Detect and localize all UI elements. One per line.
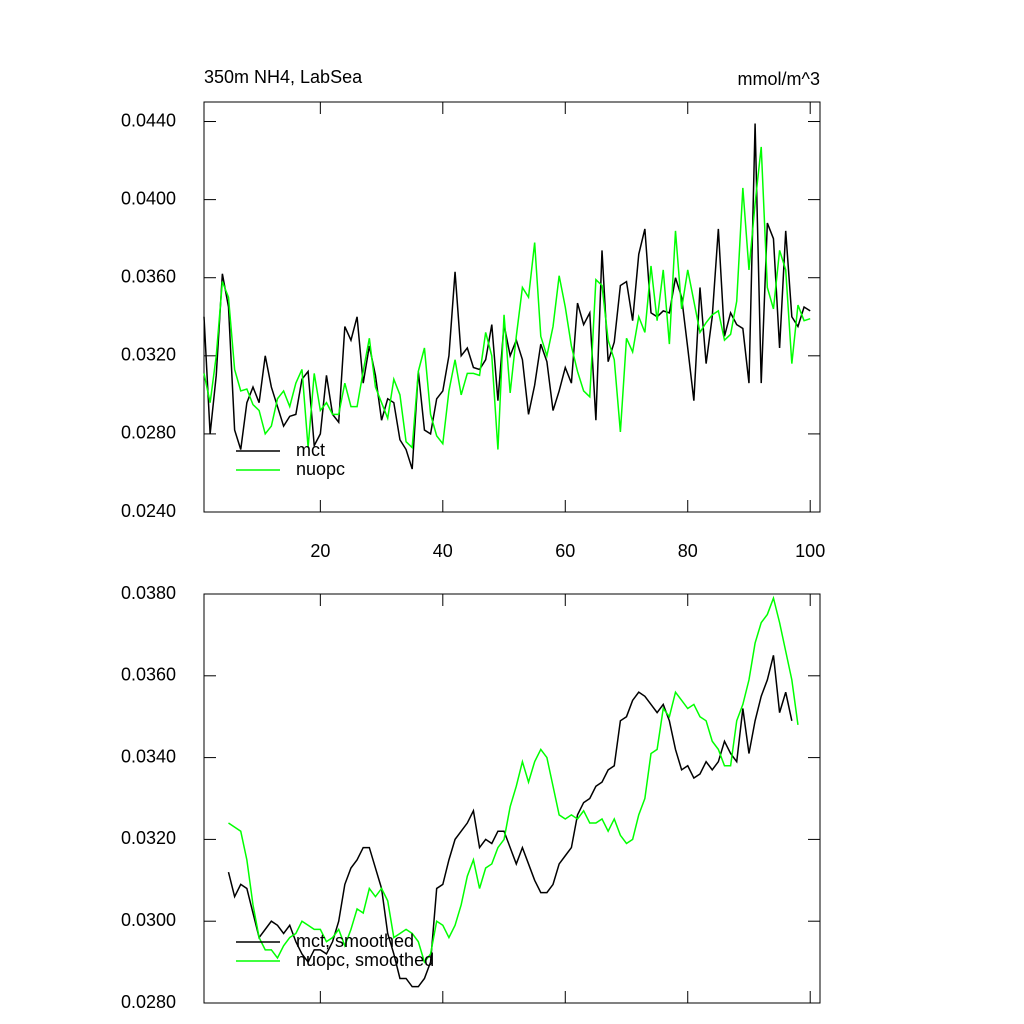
legend-label: mct <box>296 440 325 460</box>
y-tick-label: 0.0280 <box>121 423 176 443</box>
series-line <box>203 123 811 470</box>
legend-label: nuopc, smoothed <box>296 950 434 970</box>
x-tick-label: 100 <box>795 541 825 561</box>
y-tick-label: 0.0280 <box>121 992 176 1012</box>
legend-label: nuopc <box>296 459 345 479</box>
y-tick-label: 0.0440 <box>121 110 176 130</box>
units-label: mmol/m^3 <box>738 69 820 89</box>
series-line <box>228 595 799 964</box>
y-tick-label: 0.0360 <box>121 665 176 685</box>
y-tick-label: 0.0240 <box>121 501 176 521</box>
series-line <box>227 655 793 988</box>
y-tick-label: 0.0320 <box>121 345 176 365</box>
chart-title: 350m NH4, LabSea <box>204 67 363 87</box>
y-tick-label: 0.0380 <box>121 583 176 603</box>
x-tick-label: 40 <box>433 541 453 561</box>
plot-frame <box>203 593 821 1004</box>
plot-frame <box>203 101 821 513</box>
series-line <box>203 146 811 450</box>
x-tick-label: 80 <box>678 541 698 561</box>
y-tick-label: 0.0320 <box>121 828 176 848</box>
y-tick-label: 0.0400 <box>121 188 176 208</box>
legend-label: mct, smoothed <box>296 931 414 951</box>
y-tick-label: 0.0360 <box>121 266 176 286</box>
x-tick-label: 60 <box>555 541 575 561</box>
y-tick-label: 0.0340 <box>121 746 176 766</box>
y-tick-label: 0.0300 <box>121 910 176 930</box>
x-tick-label: 20 <box>310 541 330 561</box>
